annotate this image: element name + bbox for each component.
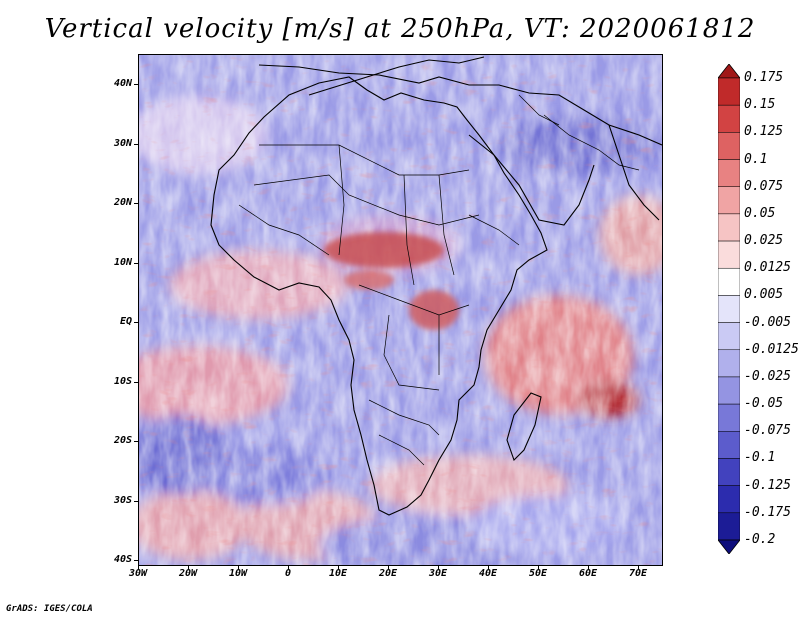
- lat-label: 10N: [113, 256, 132, 268]
- colorbar-label: -0.175: [744, 504, 791, 520]
- grads-credit: GrADS: IGES/COLA: [6, 604, 93, 614]
- lat-label: 20N: [113, 197, 132, 208]
- lat-tick: [134, 203, 138, 204]
- colorbar: [718, 64, 740, 554]
- lon-label: 0: [284, 568, 292, 579]
- lat-tick: [134, 262, 138, 264]
- lat-tick: [134, 560, 138, 561]
- colorbar-bin: [718, 104, 740, 133]
- lon-tick: [288, 565, 289, 569]
- lat-label: 10S: [113, 375, 132, 387]
- lat-tick: [134, 500, 138, 502]
- colorbar-bin: [718, 322, 740, 351]
- lon-label: 30E: [428, 568, 448, 579]
- colorbar-bin: [718, 267, 740, 296]
- velocity-map[interactable]: [138, 54, 663, 566]
- colorbar-bin: [718, 77, 740, 106]
- lat-label: 30S: [113, 494, 132, 506]
- lat-tick: [134, 441, 138, 442]
- colorbar-label: 0.005: [744, 287, 784, 303]
- lon-label: 20W: [178, 568, 198, 579]
- colorbar-bin: [718, 240, 740, 269]
- colorbar-label: -0.1: [744, 450, 776, 466]
- colorbar-max-arrow: [718, 64, 740, 79]
- lon-tick: [188, 565, 189, 569]
- colorbar-label: -0.2: [744, 532, 776, 547]
- colorbar-label: 0.05: [744, 205, 776, 221]
- field-noise-red: [139, 55, 662, 565]
- lon-label: 70E: [628, 568, 648, 579]
- lon-tick: [138, 565, 139, 569]
- colorbar-bin: [718, 403, 740, 432]
- coastlines: [210, 56, 662, 516]
- lon-tick: [638, 565, 639, 569]
- colorbar-min-arrow: [718, 539, 740, 554]
- colorbar-bin: [718, 512, 740, 541]
- lon-label: 50E: [528, 568, 548, 579]
- colorbar-label: -0.0125: [744, 341, 799, 357]
- colorbar-label: -0.075: [744, 423, 791, 439]
- lat-tick: [134, 84, 138, 85]
- colorbar-bin: [718, 458, 740, 486]
- colorbar-bin: [718, 485, 740, 514]
- lon-tick: [538, 565, 539, 569]
- colorbar-bin: [718, 132, 740, 160]
- map-title: Vertical velocity [m/s] at 250hPa, VT: 2…: [44, 14, 756, 44]
- convective-speckle: [324, 232, 459, 330]
- lat-label: 30N: [113, 137, 132, 149]
- lon-tick: [588, 565, 589, 569]
- colorbar-bin: [718, 159, 740, 187]
- lat-tick: [134, 143, 138, 145]
- colorbar-label: -0.05: [744, 396, 784, 412]
- lon-tick: [438, 565, 439, 569]
- lon-label: 10E: [328, 568, 348, 579]
- lat-tick: [134, 322, 138, 323]
- colorbar-bin: [718, 213, 740, 242]
- lon-label: 20E: [378, 568, 398, 579]
- lat-label: 40S: [113, 554, 132, 565]
- colorbar-label: 0.0125: [744, 260, 791, 276]
- country-borders: [238, 94, 640, 466]
- colorbar-label: -0.025: [744, 368, 791, 384]
- lon-tick: [388, 565, 389, 569]
- colorbar-bin: [718, 295, 740, 323]
- lat-label: 40N: [113, 78, 132, 89]
- lat-label: 20S: [113, 435, 132, 446]
- colorbar-bin: [718, 376, 740, 405]
- colorbar-label: 0.175: [744, 70, 784, 85]
- lat-tick: [134, 381, 138, 383]
- lon-tick: [238, 565, 239, 569]
- lon-label: 10W: [228, 568, 248, 579]
- lon-label: 60E: [578, 568, 598, 579]
- colorbar-label: 0.1: [744, 151, 768, 167]
- colorbar-label: 0.075: [744, 178, 784, 194]
- lon-tick: [488, 565, 489, 569]
- lon-label: 40E: [478, 568, 498, 579]
- colorbar-label: -0.125: [744, 477, 791, 493]
- colorbar-label: 0.125: [744, 124, 784, 140]
- colorbar-label: 0.025: [744, 233, 784, 249]
- colorbar-label: 0.15: [744, 97, 776, 113]
- colorbar-label: -0.005: [744, 314, 791, 330]
- colorbar-bin: [718, 431, 740, 459]
- colorbar-bin: [718, 349, 740, 378]
- lat-label: EQ: [119, 316, 132, 327]
- colorbar-bin: [718, 186, 740, 215]
- lon-label: 30W: [128, 568, 148, 579]
- lon-tick: [338, 565, 339, 569]
